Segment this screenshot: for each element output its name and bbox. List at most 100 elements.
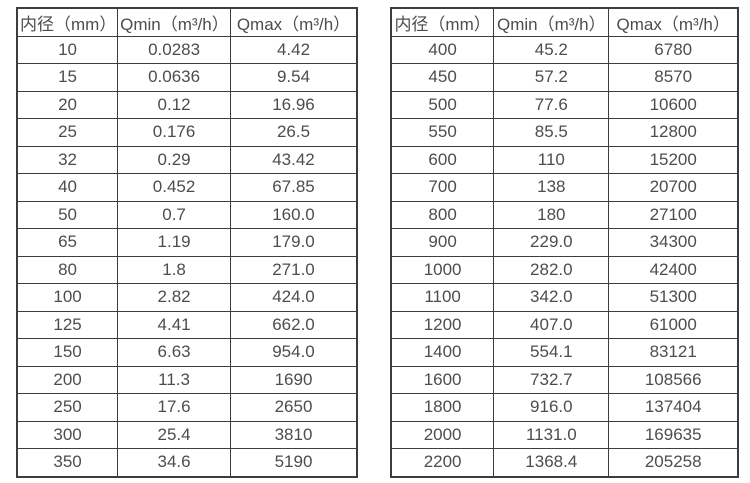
table-row: 2200 1368.4 205258 bbox=[390, 448, 739, 477]
table-cell: 25 bbox=[16, 118, 119, 147]
table-cell: 169635 bbox=[608, 420, 739, 449]
table-cell: 15200 bbox=[608, 145, 739, 174]
table-header: 内径（mm） Qmin（m³/h） Qmax（m³/h） bbox=[16, 7, 358, 37]
table-cell: 205258 bbox=[608, 448, 739, 477]
table-cell: 179.0 bbox=[230, 228, 358, 257]
table-cell: 100 bbox=[16, 283, 119, 312]
table-cell: 110 bbox=[493, 145, 610, 174]
table-cell: 1100 bbox=[390, 283, 495, 312]
table-cell: 3810 bbox=[230, 420, 358, 449]
table-cell: 300 bbox=[16, 420, 119, 449]
header-cell: Qmax（m³/h） bbox=[230, 7, 358, 37]
table-cell: 4.42 bbox=[230, 35, 358, 64]
table-cell: 2.82 bbox=[117, 283, 231, 312]
table-cell: 16.96 bbox=[230, 90, 358, 119]
table-row: 40 0.452 67.85 bbox=[16, 173, 358, 202]
table-cell: 6780 bbox=[608, 35, 739, 64]
table-row: 1800 916.0 137404 bbox=[390, 393, 739, 422]
table-row: 150 6.63 954.0 bbox=[16, 338, 358, 367]
table-row: 600 110 15200 bbox=[390, 145, 739, 174]
table-cell: 61000 bbox=[608, 310, 739, 339]
table-cell: 400 bbox=[390, 35, 495, 64]
table-cell: 900 bbox=[390, 228, 495, 257]
table-cell: 57.2 bbox=[493, 63, 610, 92]
flow-table-small-diameters: 内径（mm） Qmin（m³/h） Qmax（m³/h） 10 0.0283 4.42 1… bbox=[16, 7, 358, 478]
table-cell: 85.5 bbox=[493, 118, 610, 147]
flow-table-large-diameters: 内径（mm） Qmin（m³/h） Qmax（m³/h） 400 45.2 6780 45… bbox=[390, 7, 739, 478]
table-row: 1200 407.0 61000 bbox=[390, 310, 739, 339]
table-cell: 9.54 bbox=[230, 63, 358, 92]
table-cell: 4.41 bbox=[117, 310, 231, 339]
table-cell: 42400 bbox=[608, 255, 739, 284]
table-row: 500 77.6 10600 bbox=[390, 90, 739, 119]
table-cell: 2000 bbox=[390, 420, 495, 449]
table-cell: 32 bbox=[16, 145, 119, 174]
table-body: 10 0.0283 4.42 15 0.0636 9.54 20 0.12 16.96 25 0.1… bbox=[16, 35, 358, 477]
table-row: 300 25.4 3810 bbox=[16, 420, 358, 449]
table-body: 400 45.2 6780 450 57.2 8570 500 77.6 10600 550 85.… bbox=[390, 35, 739, 477]
table-cell: 1600 bbox=[390, 365, 495, 394]
table-cell: 1.8 bbox=[117, 255, 231, 284]
table-cell: 407.0 bbox=[493, 310, 610, 339]
table-cell: 600 bbox=[390, 145, 495, 174]
table-cell: 662.0 bbox=[230, 310, 358, 339]
header-row: 内径（mm） Qmin（m³/h） Qmax（m³/h） bbox=[390, 7, 739, 37]
table-row: 100 2.82 424.0 bbox=[16, 283, 358, 312]
table-cell: 2200 bbox=[390, 448, 495, 477]
table-cell: 700 bbox=[390, 173, 495, 202]
table-row: 10 0.0283 4.42 bbox=[16, 35, 358, 64]
table-row: 80 1.8 271.0 bbox=[16, 255, 358, 284]
table-cell: 1.19 bbox=[117, 228, 231, 257]
table-row: 800 180 27100 bbox=[390, 200, 739, 229]
table-cell: 160.0 bbox=[230, 200, 358, 229]
table-cell: 25.4 bbox=[117, 420, 231, 449]
header-row: 内径（mm） Qmin（m³/h） Qmax（m³/h） bbox=[16, 7, 358, 37]
table-cell: 83121 bbox=[608, 338, 739, 367]
table-cell: 17.6 bbox=[117, 393, 231, 422]
table-cell: 11.3 bbox=[117, 365, 231, 394]
table-row: 50 0.7 160.0 bbox=[16, 200, 358, 229]
table-cell: 150 bbox=[16, 338, 119, 367]
table-cell: 282.0 bbox=[493, 255, 610, 284]
table-row: 1600 732.7 108566 bbox=[390, 365, 739, 394]
table-cell: 350 bbox=[16, 448, 119, 477]
table-cell: 424.0 bbox=[230, 283, 358, 312]
table-cell: 450 bbox=[390, 63, 495, 92]
table-cell: 34.6 bbox=[117, 448, 231, 477]
table-row: 1000 282.0 42400 bbox=[390, 255, 739, 284]
table-header: 内径（mm） Qmin（m³/h） Qmax（m³/h） bbox=[390, 7, 739, 37]
table-row: 450 57.2 8570 bbox=[390, 63, 739, 92]
table-cell: 10600 bbox=[608, 90, 739, 119]
table-cell: 27100 bbox=[608, 200, 739, 229]
table-cell: 8570 bbox=[608, 63, 739, 92]
table-cell: 125 bbox=[16, 310, 119, 339]
table-cell: 0.0636 bbox=[117, 63, 231, 92]
table-cell: 1800 bbox=[390, 393, 495, 422]
table-cell: 65 bbox=[16, 228, 119, 257]
table-cell: 1131.0 bbox=[493, 420, 610, 449]
table-cell: 20 bbox=[16, 90, 119, 119]
table-cell: 0.452 bbox=[117, 173, 231, 202]
table-cell: 5190 bbox=[230, 448, 358, 477]
table-cell: 2650 bbox=[230, 393, 358, 422]
table-cell: 12800 bbox=[608, 118, 739, 147]
table-cell: 250 bbox=[16, 393, 119, 422]
table-cell: 229.0 bbox=[493, 228, 610, 257]
table-row: 25 0.176 26.5 bbox=[16, 118, 358, 147]
table-cell: 200 bbox=[16, 365, 119, 394]
table-cell: 1368.4 bbox=[493, 448, 610, 477]
table-cell: 80 bbox=[16, 255, 119, 284]
table-cell: 34300 bbox=[608, 228, 739, 257]
table-cell: 51300 bbox=[608, 283, 739, 312]
table-cell: 50 bbox=[16, 200, 119, 229]
table-row: 1400 554.1 83121 bbox=[390, 338, 739, 367]
header-cell: 内径（mm） bbox=[16, 7, 119, 37]
table-row: 400 45.2 6780 bbox=[390, 35, 739, 64]
table-row: 250 17.6 2650 bbox=[16, 393, 358, 422]
table-cell: 1000 bbox=[390, 255, 495, 284]
table-cell: 732.7 bbox=[493, 365, 610, 394]
table-cell: 43.42 bbox=[230, 145, 358, 174]
table-row: 32 0.29 43.42 bbox=[16, 145, 358, 174]
table-row: 65 1.19 179.0 bbox=[16, 228, 358, 257]
